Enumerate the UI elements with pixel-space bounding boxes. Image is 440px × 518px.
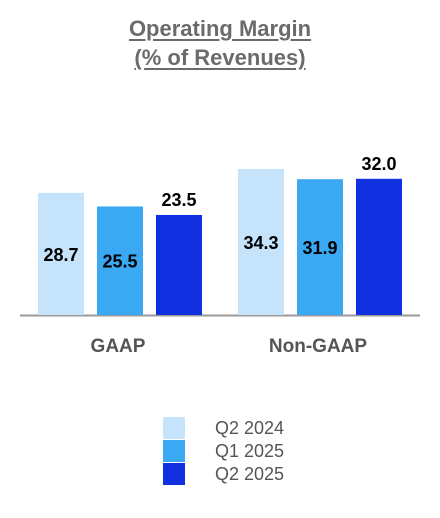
data-label: 34.3 xyxy=(243,233,278,253)
legend-label: Q1 2025 xyxy=(215,441,285,461)
bar xyxy=(238,169,284,315)
data-label: 23.5 xyxy=(161,190,196,210)
data-label: 25.5 xyxy=(102,252,137,272)
data-label: 31.9 xyxy=(302,238,337,258)
data-label: 28.7 xyxy=(43,245,78,265)
chart-title: Operating Margin xyxy=(128,16,312,41)
bar xyxy=(297,179,343,315)
legend-swatch xyxy=(163,463,185,485)
chart-subtitle: (% of Revenues) xyxy=(134,45,306,70)
bar xyxy=(156,214,202,315)
legend-swatch xyxy=(163,417,185,439)
legend-label: Q2 2024 xyxy=(215,418,285,438)
bar xyxy=(356,178,402,315)
legend-swatch xyxy=(163,440,185,462)
bar xyxy=(38,192,84,315)
category-label: GAAP xyxy=(91,336,146,357)
category-label: Non-GAAP xyxy=(269,336,367,357)
data-label: 32.0 xyxy=(361,154,396,174)
bar xyxy=(97,206,143,315)
legend-label: Q2 2025 xyxy=(215,464,285,484)
